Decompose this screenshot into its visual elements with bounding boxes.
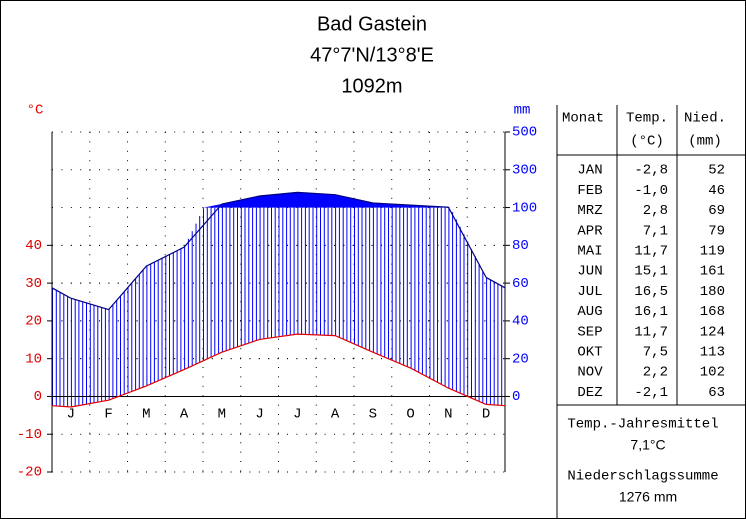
table-precip: 102 [700,365,725,381]
y-tick-label: -20 [17,465,42,481]
table-month: DEZ [577,385,602,401]
table-temp: 15,1 [634,264,668,280]
table-month: JUN [577,264,602,280]
table-temp: 2,8 [643,203,668,219]
temperature-line [70,333,487,408]
precipitation-line [70,191,487,311]
x-tick-label: D [482,407,490,423]
y2-tick-label: 20 [512,351,529,367]
x-tick-label: A [180,407,189,423]
table-header: Temp. [626,111,668,127]
table-unit: (mm) [688,134,722,150]
table-temp: -2,8 [634,163,668,179]
y2-axis-label: mm [514,103,531,119]
table-temp: 7,5 [643,345,668,361]
line-edge [51,287,72,299]
table-month: MAI [577,244,602,260]
humid-hatch [52,207,503,407]
table-temp: 16,5 [634,284,668,300]
annual-mean-label: Temp.-Jahresmittel [567,417,718,433]
line-edge [485,276,506,289]
y-tick-label: 0 [34,389,42,405]
y-tick-label: 30 [25,276,42,292]
table-temp: -1,0 [634,183,668,199]
table-month: JAN [577,163,602,179]
table-month: JUL [577,284,602,300]
table-month: NOV [577,365,603,381]
y2-tick-label: 80 [512,238,529,254]
table-temp: 11,7 [634,244,668,260]
y2-tick-label: 60 [512,276,529,292]
table-precip: 161 [700,264,725,280]
table-precip: 52 [708,163,725,179]
table-unit: (°C) [630,134,664,150]
table-precip: 79 [708,223,725,239]
table-precip: 69 [708,203,725,219]
y-tick-label: 40 [25,238,42,254]
x-tick-label: J [255,407,263,423]
table-temp: 11,7 [634,324,668,340]
table-precip: 180 [700,284,725,300]
perhumid-area [52,192,505,208]
table-temp: 7,1 [643,223,668,239]
table-month: FEB [577,183,602,199]
table-header: Monat [562,111,604,127]
x-tick-label: A [331,407,340,423]
chart-subtitle: 47°7'N/13°8'E [310,44,434,66]
annual-sum: 1276 mm [619,489,677,505]
x-tick-label: F [104,407,112,423]
x-tick-label: O [406,407,414,423]
x-tick-label: N [444,407,452,423]
y2-tick-label: 0 [512,389,520,405]
y-tick-label: -10 [17,427,42,443]
table-temp: 16,1 [634,304,668,320]
table-month: SEP [577,324,602,340]
y-axis-label: °C [27,103,44,119]
x-tick-label: J [67,407,75,423]
x-tick-label: M [218,407,226,423]
table-precip: 63 [708,385,725,401]
y-tick-label: 20 [25,314,42,330]
table-precip: 119 [700,244,725,260]
y2-tick-label: 100 [512,200,537,216]
chart-title: Bad Gastein [317,13,427,35]
x-tick-label: M [142,407,150,423]
table-precip: 168 [700,304,725,320]
table-month: OKT [577,345,602,361]
table-temp: -2,1 [634,385,668,401]
x-tick-label: J [293,407,301,423]
table-month: APR [577,223,603,239]
y-tick-label: 10 [25,351,42,367]
y2-tick-label: 300 [512,162,537,178]
line-edge [51,405,71,408]
annual-mean: 7,1°C [630,437,665,453]
table-month: MRZ [577,203,602,219]
table-precip: 113 [700,345,725,361]
table-month: AUG [577,304,602,320]
y2-tick-label: 500 [512,125,537,141]
table-precip: 124 [700,324,725,340]
line-edge [486,403,506,407]
y2-tick-label: 40 [512,314,529,330]
elevation: 1092m [341,75,402,97]
table-temp: 2,2 [643,365,668,381]
x-tick-label: S [369,407,377,423]
table-precip: 46 [708,183,725,199]
table-header: Nied. [684,111,726,127]
annual-sum-label: Niederschlagssumme [567,469,718,485]
